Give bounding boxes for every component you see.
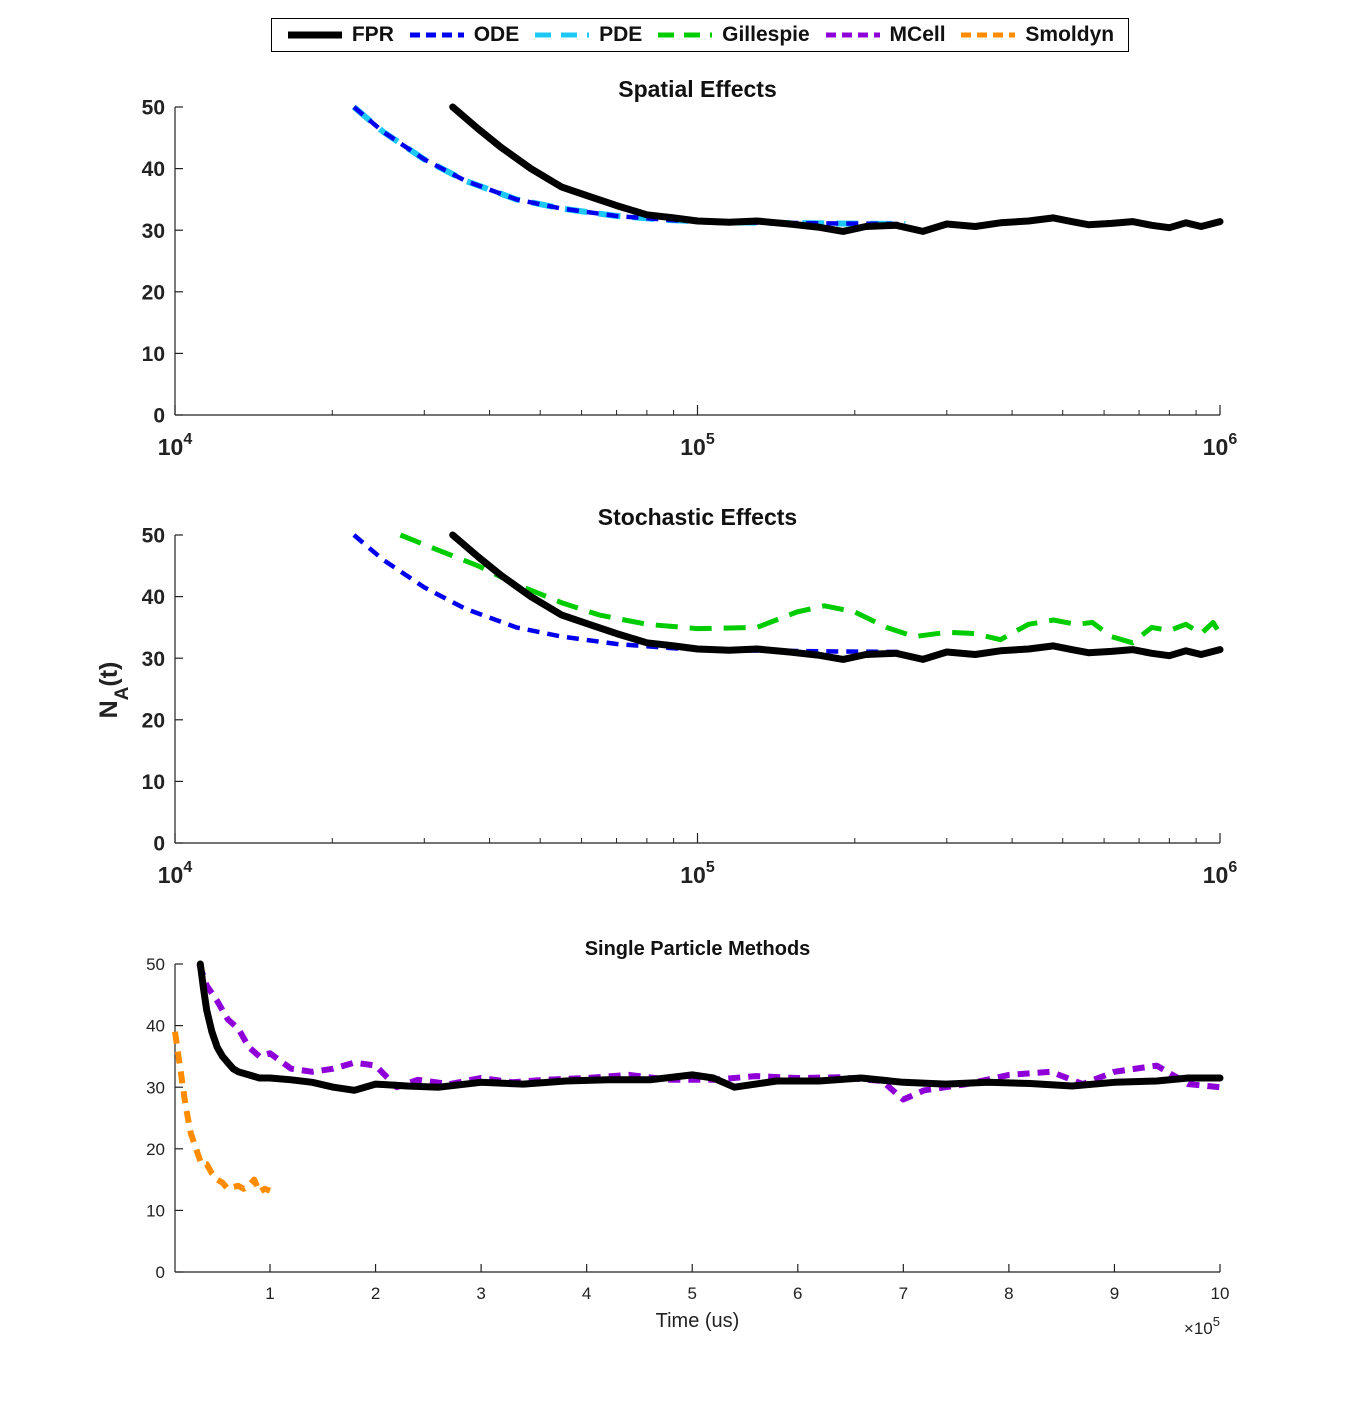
x-tick-label: 106 <box>1203 431 1238 460</box>
y-tick-label: 10 <box>142 343 165 366</box>
y-tick-label: 20 <box>142 709 165 732</box>
legend-label: PDE <box>599 23 643 46</box>
x-multiplier: ×105 <box>1184 1314 1220 1338</box>
x-tick-label: 104 <box>158 859 193 888</box>
series-line-fpr <box>449 531 1224 663</box>
x-tick-label: 105 <box>680 859 715 888</box>
y-tick-label: 40 <box>142 158 165 181</box>
y-tick-label: 0 <box>156 1263 165 1282</box>
legend-label: ODE <box>473 23 520 46</box>
x-tick-label: 6 <box>793 1284 802 1303</box>
chart-panel: Single Particle Methods 0 10 20 30 40 50 1 2 3 4 5 6… <box>146 938 1229 1338</box>
y-tick-label: 50 <box>142 97 165 120</box>
series-line-smoldyn <box>172 1031 272 1195</box>
legend-entry: Smoldyn <box>959 23 1114 47</box>
legend-swatch <box>287 31 342 39</box>
y-tick-label: 50 <box>142 525 165 548</box>
y-tick-label: 40 <box>142 586 165 609</box>
y-tick-label: 30 <box>142 220 165 243</box>
legend-swatch <box>535 32 590 38</box>
legend-swatch <box>825 32 880 38</box>
x-tick-label: 3 <box>476 1284 485 1303</box>
y-tick-label: 30 <box>142 648 165 671</box>
x-tick-label: 5 <box>687 1284 696 1303</box>
legend: FPR ODE PDE Gillespie MCell Smoldyn <box>271 18 1129 52</box>
legend-entry: ODE <box>408 23 520 47</box>
x-tick-label: 106 <box>1203 859 1238 888</box>
chart-panel: Spatial Effects 0 10 20 30 40 50 104 105 106 <box>142 76 1238 460</box>
series-line-ode <box>352 105 906 227</box>
y-axis-label: NA(t) <box>95 662 133 719</box>
legend-label: Gillespie <box>722 23 810 46</box>
legend-entry: PDE <box>533 23 642 47</box>
legend-swatch <box>658 32 713 38</box>
y-tick-label: 20 <box>146 1140 165 1159</box>
series-line-fpr <box>196 960 1224 1094</box>
legend-entry: FPR <box>286 23 394 47</box>
legend-swatch <box>409 32 464 38</box>
x-tick-label: 9 <box>1110 1284 1119 1303</box>
legend-label: FPR <box>351 23 394 46</box>
y-tick-label: 40 <box>146 1017 165 1036</box>
x-axis-label: Time (us) <box>656 1310 740 1332</box>
y-tick-label: 20 <box>142 281 165 304</box>
x-tick-label: 2 <box>371 1284 380 1303</box>
y-tick-label: 0 <box>153 833 165 856</box>
series-line-ode <box>352 533 906 655</box>
chart-title: Stochastic Effects <box>598 504 797 530</box>
y-tick-label: 0 <box>153 405 165 428</box>
y-tick-label: 30 <box>146 1078 165 1097</box>
y-tick-label: 10 <box>146 1202 165 1221</box>
chart-title: Spatial Effects <box>618 76 777 102</box>
series-line-fpr <box>449 103 1224 235</box>
legend-entry: MCell <box>824 23 946 47</box>
series-line-gillespie <box>399 532 1223 646</box>
legend-label: Smoldyn <box>1025 23 1115 46</box>
x-tick-label: 105 <box>680 431 715 460</box>
legend-label: MCell <box>889 23 946 46</box>
x-tick-label: 7 <box>899 1284 908 1303</box>
x-tick-label: 8 <box>1004 1284 1013 1303</box>
x-tick-label: 1 <box>265 1284 274 1303</box>
chart-title: Single Particle Methods <box>585 938 811 960</box>
y-tick-label: 10 <box>142 771 165 794</box>
y-tick-label: 50 <box>146 955 165 974</box>
x-tick-label: 104 <box>158 431 193 460</box>
x-tick-label: 4 <box>582 1284 591 1303</box>
legend-entry: Gillespie <box>656 23 810 47</box>
chart-panel: Stochastic Effects 0 10 20 30 40 50 104 105 106 <box>142 504 1238 888</box>
legend-swatch <box>961 32 1016 38</box>
series-line-mcell <box>196 963 1221 1103</box>
x-tick-label: 10 <box>1211 1284 1230 1303</box>
